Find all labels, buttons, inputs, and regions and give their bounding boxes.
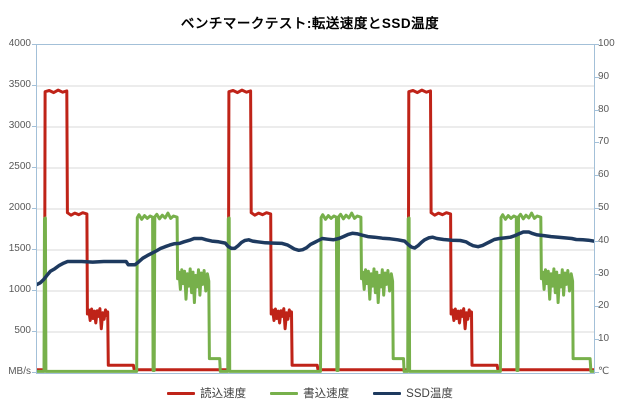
axis-tick-mark — [595, 372, 599, 373]
axis-tick-mark — [32, 85, 36, 86]
axis-tick-mark — [32, 167, 36, 168]
y-tick-label: 80 — [598, 103, 610, 115]
y-tick-label: 10 — [598, 333, 610, 345]
axis-tick-mark — [595, 44, 599, 45]
legend-swatch — [270, 391, 299, 395]
series-line-1 — [37, 211, 594, 373]
axis-tick-mark — [595, 273, 599, 275]
y-tick-label: 30 — [598, 267, 610, 279]
y-tick-label: 20 — [598, 300, 610, 312]
chart-title: ベンチマークテスト:転送速度とSSD温度 — [180, 16, 440, 31]
y-tick-label: 1000 — [8, 284, 31, 295]
axis-tick-mark — [595, 306, 599, 308]
series-line-2 — [37, 230, 594, 287]
axis-tick-mark — [595, 142, 599, 144]
legend-label: 書込速度 — [303, 388, 350, 400]
y-tick-label: 3500 — [8, 79, 31, 90]
axis-tick-mark — [32, 208, 36, 209]
axis-tick-mark — [595, 109, 599, 111]
legend-item: SSD温度 — [373, 385, 453, 401]
series-line-0 — [37, 88, 594, 372]
legend-item: 書込速度 — [270, 385, 349, 401]
y-tick-label: MB/s — [8, 366, 31, 377]
y-tick-label: 2000 — [8, 202, 31, 213]
y-tick-label: 2500 — [8, 161, 31, 172]
axis-tick-mark — [32, 331, 36, 332]
legend: 読込速度 書込速度 SSD温度 — [0, 383, 620, 403]
axis-tick-mark — [595, 240, 599, 242]
plot-area — [36, 44, 595, 374]
axis-tick-mark — [32, 249, 36, 250]
legend-item: 読込速度 — [167, 385, 246, 401]
legend-swatch — [167, 391, 196, 395]
y-tick-label: 4000 — [8, 38, 31, 49]
axis-tick-mark — [32, 126, 36, 127]
y-tick-label: 500 — [14, 325, 31, 336]
legend-label: 読込速度 — [200, 388, 247, 400]
axis-tick-mark — [595, 339, 599, 341]
y-tick-label: 90 — [598, 70, 610, 82]
y-tick-label: 3000 — [8, 120, 31, 131]
axis-tick-mark — [595, 175, 599, 177]
axis-tick-mark — [32, 372, 36, 373]
axis-tick-mark — [32, 290, 36, 291]
y-tick-label: 40 — [598, 234, 610, 246]
y-tick-label: 70 — [598, 136, 610, 148]
axis-tick-mark — [595, 208, 599, 209]
axis-tick-mark — [32, 44, 36, 45]
legend-label: SSD温度 — [406, 388, 453, 400]
y-tick-label: 100 — [598, 38, 615, 49]
axis-tick-mark — [595, 76, 599, 78]
y-axis-right: 100 90 80 70 60 50 40 30 20 10 ℃ — [598, 38, 620, 377]
y-tick-label: 1500 — [8, 243, 31, 254]
y-tick-label: ℃ — [598, 366, 610, 377]
y-tick-label: 60 — [598, 169, 610, 181]
y-axis-left: 4000 3500 3000 2500 2000 1500 1000 500 MB/s — [0, 38, 31, 377]
legend-swatch — [373, 391, 402, 395]
y-tick-label: 50 — [598, 202, 610, 213]
plot-svg — [37, 85, 594, 373]
